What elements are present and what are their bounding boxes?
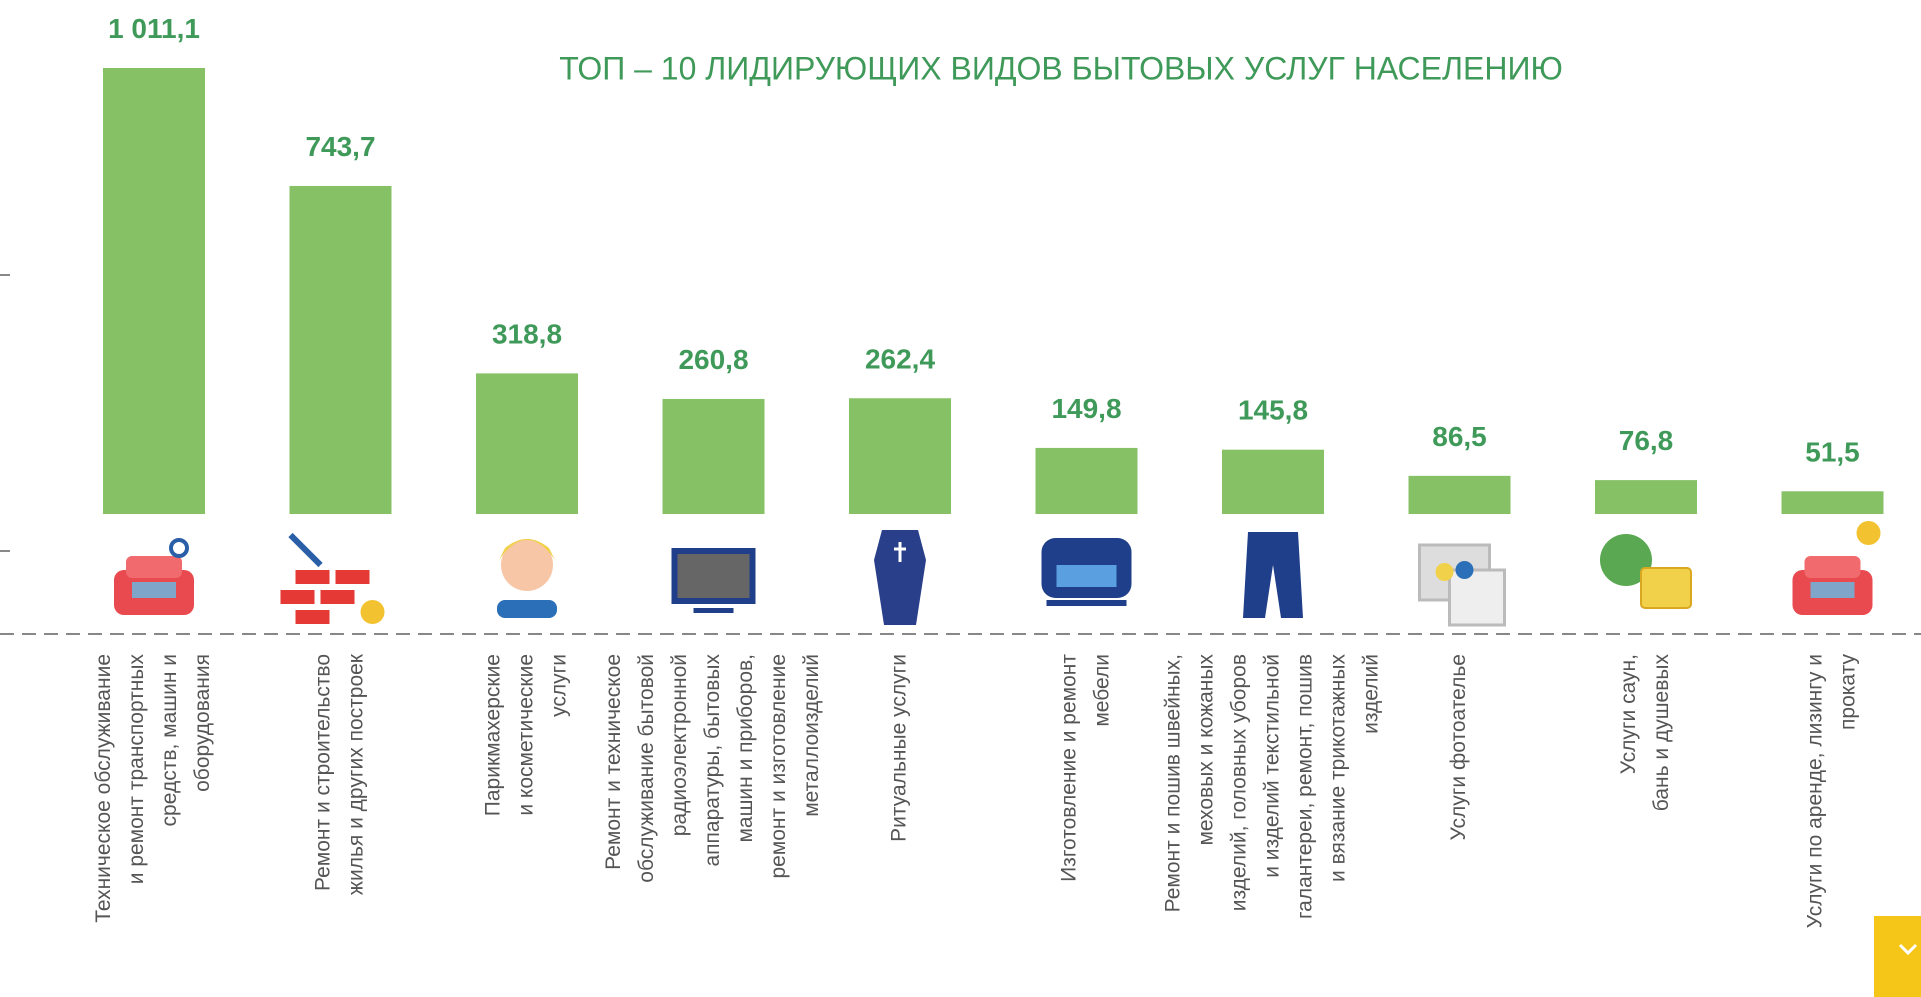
value-label: 262,4	[865, 343, 935, 374]
bar	[1595, 480, 1697, 514]
bar	[476, 373, 578, 514]
category-label: средств, машин и	[158, 654, 181, 826]
category-label: прокату	[1837, 654, 1860, 730]
category-label: машин и приборов,	[734, 654, 757, 843]
category-label: мебели	[1091, 654, 1114, 727]
category-label: и изделий текстильной	[1261, 654, 1284, 878]
category-label: жилья и других построек	[345, 653, 368, 895]
value-label: 1 011,1	[108, 13, 200, 44]
category-label: радиоэлектронной	[668, 654, 691, 836]
category-label: Ритуальные услуги	[888, 654, 911, 842]
category-label: аппаратуры, бытовых	[701, 654, 724, 867]
bar	[662, 398, 765, 514]
value-label: 86,5	[1432, 421, 1487, 452]
icon-car-rent	[1792, 521, 1881, 615]
bar	[1222, 449, 1324, 514]
category-label: услуги	[548, 654, 571, 717]
category-label: бань и душевых	[1650, 654, 1673, 812]
value-label: 260,8	[678, 344, 748, 375]
value-label: 149,8	[1051, 393, 1121, 424]
value-label: 318,8	[492, 318, 562, 349]
icon-jeans	[1243, 532, 1303, 618]
category-label: Изготовление и ремонт	[1058, 654, 1081, 882]
category-label: Техническое обслуживание	[92, 654, 115, 923]
category-label: и косметические	[515, 654, 538, 816]
bar	[1408, 475, 1511, 514]
icon-bricks	[280, 532, 385, 624]
chevron	[1898, 943, 1918, 956]
bar	[1781, 491, 1884, 514]
icon-tv	[671, 548, 756, 613]
category-label: Услуги саун,	[1617, 654, 1640, 774]
category-label: ремонт и изготовление	[767, 654, 790, 879]
category-label: галантереи, ремонт, пошив	[1294, 654, 1317, 919]
category-label: обслуживание бытовой	[635, 654, 658, 883]
category-label: Услуги по аренде, лизингу и	[1804, 654, 1827, 928]
icon-coffin	[874, 530, 926, 625]
icon-car	[114, 538, 194, 615]
icon-hair	[497, 539, 557, 618]
icon-sofa	[1041, 538, 1132, 606]
bar	[289, 185, 392, 514]
category-label: Услуги фотоателье	[1447, 654, 1470, 840]
category-label: меховых и кожаных	[1195, 654, 1218, 846]
chart-title: ТОП – 10 ЛИДИРУЮЩИХ ВИДОВ БЫТОВЫХ УСЛУГ …	[559, 50, 1563, 86]
category-label: металлоизделий	[800, 654, 823, 817]
bar	[849, 398, 951, 514]
next-button[interactable]	[1874, 916, 1921, 997]
category-label: Ремонт и строительство	[312, 654, 335, 891]
category-label: и ремонт транспортных	[125, 654, 148, 885]
bar	[103, 68, 205, 514]
category-label: оборудования	[191, 654, 214, 792]
value-label: 145,8	[1238, 395, 1308, 426]
icon-photo	[1418, 543, 1506, 627]
category-label: Ремонт и техническое	[602, 654, 625, 870]
value-label: 76,8	[1619, 425, 1674, 456]
icon-sauna	[1600, 534, 1692, 609]
category-label: изделий, головных уборов	[1228, 654, 1251, 911]
value-label: 743,7	[305, 131, 375, 162]
category-label: и вязание трикотажных	[1327, 654, 1350, 882]
bar	[1035, 447, 1138, 514]
category-label: Ремонт и пошив швейных,	[1162, 654, 1185, 912]
category-label: Парикмахерские	[482, 654, 505, 816]
category-label: изделий	[1360, 654, 1383, 734]
value-label: 51,5	[1805, 436, 1860, 467]
icons	[114, 521, 1881, 627]
